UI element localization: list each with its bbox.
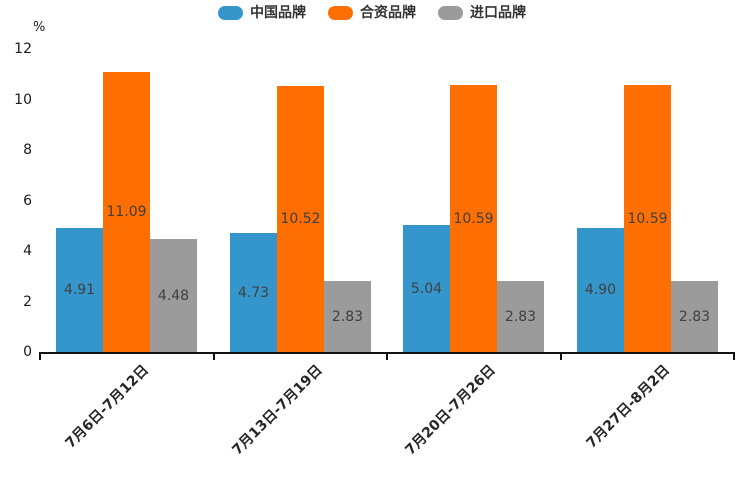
bar-value-label: 4.48: [157, 287, 190, 304]
legend-item-1[interactable]: 合资品牌: [328, 6, 416, 20]
y-axis-tick-label: 4: [23, 243, 32, 259]
legend-marker-icon: [218, 6, 243, 20]
y-axis-tick-label: 12: [14, 41, 32, 57]
bar-series1-group3: 10.59: [624, 85, 671, 352]
x-axis-category-label: 7月27日-8月2日: [583, 362, 673, 452]
x-axis-tick: [39, 352, 41, 360]
bar-value-label: 2.83: [331, 308, 364, 325]
legend-label: 合资品牌: [360, 5, 416, 21]
bar-series2-group1: 2.83: [324, 281, 371, 352]
legend-marker-icon: [328, 6, 353, 20]
bar-value-label: 4.73: [237, 284, 270, 301]
bar-series0-group2: 5.04: [403, 225, 450, 352]
bar-value-label: 10.59: [453, 210, 494, 227]
bar-value-label: 5.04: [410, 280, 443, 297]
bar-value-label: 2.83: [504, 308, 537, 325]
y-axis-tick-label: 10: [14, 91, 32, 108]
x-axis-tick: [386, 352, 388, 360]
bar-series2-group0: 4.48: [150, 239, 197, 352]
y-axis-tick-label: 6: [23, 192, 32, 209]
y-axis-tick-label: 8: [23, 142, 32, 158]
y-axis-tick-label: 2: [23, 293, 32, 310]
bar-series1-group1: 10.52: [277, 86, 324, 352]
x-axis-tick: [559, 352, 562, 360]
bar-value-label: 4.90: [584, 282, 617, 298]
x-axis-tick: [733, 352, 735, 360]
legend-item-2[interactable]: 进口品牌: [438, 6, 526, 20]
x-axis-category-label: 7月20日-7月26日: [402, 362, 500, 459]
chart-legend: 中国品牌 合资品牌 进口品牌: [0, 6, 744, 20]
bar-series0-group0: 4.91: [56, 228, 103, 352]
legend-label: 中国品牌: [250, 5, 306, 21]
legend-marker-icon: [438, 6, 463, 20]
x-axis-tick: [212, 352, 215, 360]
bar-series0-group3: 4.90: [577, 228, 624, 352]
bar-series1-group2: 10.59: [450, 85, 497, 352]
bar-series2-group3: 2.83: [671, 281, 718, 352]
bar-value-label: 10.52: [280, 211, 321, 227]
y-axis-tick-label: 0: [23, 344, 32, 360]
bar-value-label: 4.91: [63, 282, 96, 298]
bar-series0-group1: 4.73: [230, 233, 277, 352]
bar-value-label: 11.09: [106, 204, 147, 220]
bar-series1-group0: 11.09: [103, 72, 150, 352]
y-axis-unit-label: %: [33, 20, 46, 35]
x-axis-category-label: 7月13日-7月19日: [229, 362, 326, 459]
bar-series2-group2: 2.83: [497, 281, 544, 352]
legend-label: 进口品牌: [470, 5, 526, 21]
x-axis-category-label: 7月6日-7月12日: [62, 362, 153, 452]
bar-value-label: 2.83: [678, 308, 711, 325]
legend-item-0[interactable]: 中国品牌: [218, 6, 306, 20]
bar-value-label: 10.59: [627, 210, 668, 227]
